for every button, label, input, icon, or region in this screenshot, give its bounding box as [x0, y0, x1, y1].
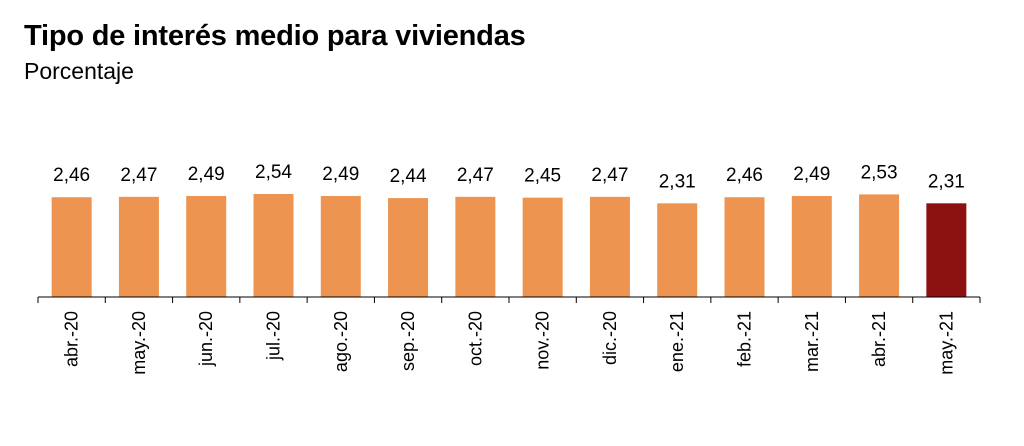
- data-label: 2,44: [390, 166, 427, 187]
- bar: [522, 197, 563, 297]
- x-tick-label: mar.-21: [802, 311, 822, 372]
- bar: [791, 196, 832, 297]
- chart-title: Tipo de interés medio para viviendas: [24, 20, 526, 52]
- data-label: 2,31: [928, 171, 965, 192]
- x-tick-label: abr.-20: [62, 311, 82, 367]
- x-tick-label: nov.-20: [533, 311, 553, 370]
- bar: [859, 194, 900, 297]
- x-tick-label: ago.-20: [331, 311, 351, 372]
- data-label: 2,47: [591, 165, 628, 186]
- data-label: 2,49: [322, 164, 359, 185]
- bar: [724, 197, 765, 297]
- data-label: 2,47: [120, 165, 157, 186]
- x-tick-label: may.-21: [936, 311, 956, 375]
- data-label: 2,54: [255, 162, 292, 183]
- bar: [253, 194, 294, 297]
- bar: [589, 196, 630, 297]
- x-tick-label: dic.-20: [600, 311, 620, 365]
- data-label: 2,45: [524, 166, 561, 187]
- x-tick-label: ene.-21: [667, 311, 687, 372]
- data-label: 2,46: [726, 165, 763, 186]
- bar: [186, 196, 227, 297]
- bar: [388, 198, 429, 297]
- bar: [926, 203, 967, 297]
- bar: [118, 196, 159, 297]
- data-label: 2,46: [53, 165, 90, 186]
- data-label: 2,53: [861, 162, 898, 183]
- x-tick-label: jul.-20: [264, 311, 284, 361]
- bar: [455, 196, 496, 297]
- bar: [320, 196, 361, 297]
- data-label: 2,31: [659, 171, 696, 192]
- x-tick-label: may.-20: [129, 311, 149, 375]
- x-tick-label: feb.-21: [735, 311, 755, 367]
- data-label: 2,49: [793, 164, 830, 185]
- x-tick-label: oct.-20: [465, 311, 485, 366]
- data-label: 2,47: [457, 165, 494, 186]
- bar: [51, 197, 92, 297]
- data-label: 2,49: [188, 164, 225, 185]
- chart-subtitle: Porcentaje: [24, 58, 134, 84]
- x-tick-label: jun.-20: [196, 311, 216, 367]
- bar: [657, 203, 698, 297]
- x-tick-label: abr.-21: [869, 311, 889, 367]
- x-tick-label: sep.-20: [398, 311, 418, 371]
